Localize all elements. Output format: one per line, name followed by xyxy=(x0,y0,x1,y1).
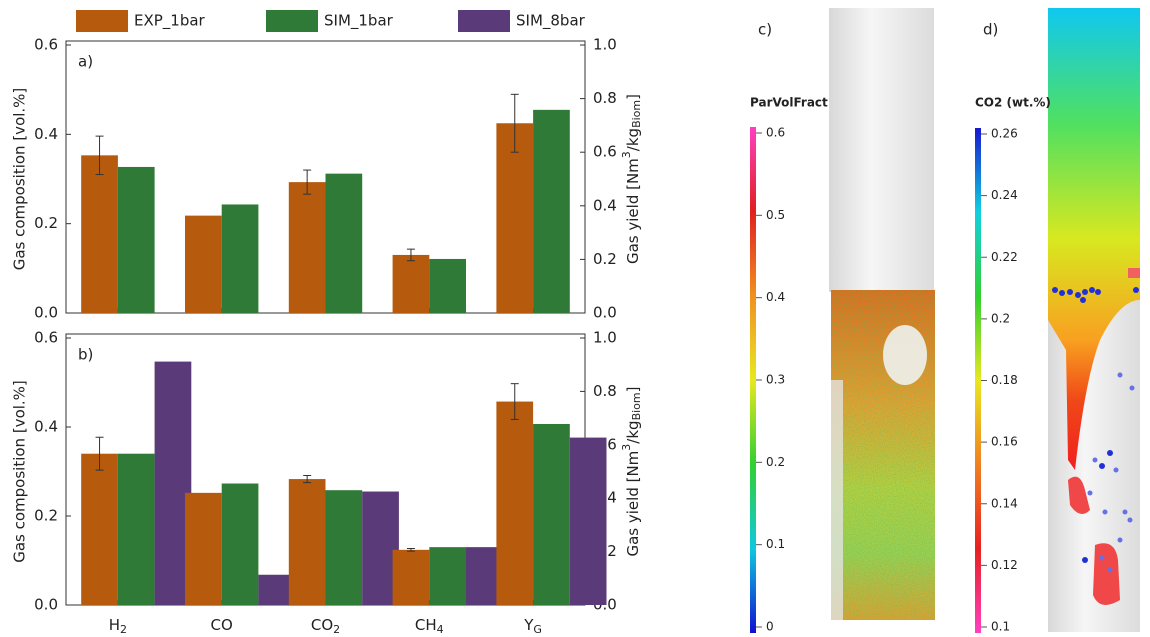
y-tick-label: 0.4 xyxy=(34,418,58,436)
bar xyxy=(393,550,430,605)
x-tick-label: CO xyxy=(211,616,233,634)
y2-tick-label: 0.6 xyxy=(593,143,617,161)
y2-tick-label: 1.0 xyxy=(593,36,617,54)
y2-tick-label: 0.0 xyxy=(593,304,617,322)
figure: a) 0.0 0.2 0.4 0.6 0.0 0.2 0.4 0.6 0.8 1.0 Gas comp… xyxy=(0,0,1150,637)
colorbar-tick-label: 0.26 xyxy=(991,127,1018,141)
y2-axis-label-part: 3 xyxy=(620,151,633,158)
y-tick-label: 0.6 xyxy=(34,36,58,54)
x-tick-label-main: CH xyxy=(415,616,437,634)
bar xyxy=(185,216,222,313)
bar xyxy=(326,490,363,605)
y-axis-label: Gas composition [vol.%] xyxy=(11,88,29,271)
y2-axis-label-part: Gas yield [Nm xyxy=(624,451,642,557)
y2-tick-label: 0.8 xyxy=(593,89,617,107)
colorbar-tick-label: 0.6 xyxy=(766,126,785,140)
bar xyxy=(429,259,466,313)
colorbar-tick-label: 0 xyxy=(766,620,774,634)
y2-axis-label-part: ] xyxy=(624,94,642,100)
colorbar-title: ParVolFract xyxy=(750,96,828,110)
bar xyxy=(185,493,222,605)
y2-axis-label-part: /kg xyxy=(624,128,642,151)
y2-tick-label: 0.8 xyxy=(593,382,617,400)
legend-swatch xyxy=(266,10,318,32)
reactor-d xyxy=(1048,8,1140,632)
bar xyxy=(533,110,570,313)
bar xyxy=(289,182,326,313)
y2-tick-label: 1.0 xyxy=(593,329,617,347)
y2-tick-label: 0.2 xyxy=(593,250,617,268)
bar xyxy=(429,547,466,605)
legend-swatch xyxy=(76,10,128,32)
panel-label: b) xyxy=(78,346,93,364)
bar xyxy=(326,174,363,313)
colorbar-tick-label: 0.1 xyxy=(766,537,785,551)
bar xyxy=(222,484,259,605)
legend-label: SIM_8bar xyxy=(516,12,586,31)
y-tick-label: 0.2 xyxy=(34,214,58,232)
colorbar xyxy=(975,128,981,633)
x-tick-label: CH4 xyxy=(415,616,444,637)
y2-axis-label-part: Biom xyxy=(630,100,643,128)
y2-axis-label-part: Biom xyxy=(630,392,643,420)
x-tick-label-main: CO xyxy=(211,616,233,634)
colorbar-title: CO2 (wt.%) xyxy=(975,96,1051,110)
colorbar-tick-label: 0.1 xyxy=(991,620,1010,634)
colorbar-tick-label: 0.14 xyxy=(991,496,1018,510)
colorbar-tick-label: 0.2 xyxy=(991,311,1010,325)
y2-axis-label-part: 3 xyxy=(620,444,633,451)
panel-label: c) xyxy=(758,21,772,39)
bar xyxy=(118,167,155,313)
bar xyxy=(222,204,259,313)
colorbar-tick-label: 0.18 xyxy=(991,373,1018,387)
x-tick-label-sub: 2 xyxy=(333,623,340,636)
y2-tick-label: 0.4 xyxy=(593,196,617,214)
x-tick-label: H2 xyxy=(109,616,127,637)
colorbar-tick-label: 0.5 xyxy=(766,208,785,222)
colorbar-tick-label: 0.16 xyxy=(991,435,1018,449)
y2-axis-label-part: Gas yield [Nm xyxy=(624,158,642,264)
y2-axis-label: Gas yield [Nm3/kgBiom] xyxy=(620,386,643,556)
bar xyxy=(496,402,533,605)
legend-label: SIM_1bar xyxy=(324,12,394,31)
x-tick-label: YG xyxy=(523,616,542,637)
reactor-c xyxy=(829,8,935,620)
panel-label: d) xyxy=(983,21,998,39)
x-tick-label-sub: 4 xyxy=(437,623,444,636)
bar xyxy=(118,454,155,605)
y2-axis-label-part: /kg xyxy=(624,420,642,443)
legend-label: EXP_1bar xyxy=(134,12,206,31)
colorbar-tick-label: 0.24 xyxy=(991,188,1018,202)
bar xyxy=(81,155,118,313)
colorbar-tick-label: 0.2 xyxy=(766,455,785,469)
y-axis-label: Gas composition [vol.%] xyxy=(11,380,29,563)
colorbar-tick-label: 0.22 xyxy=(991,250,1018,264)
bar xyxy=(289,479,326,605)
x-tick-label-sub: 2 xyxy=(120,623,127,636)
x-tick-label: CO2 xyxy=(311,616,340,637)
y2-axis-label: Gas yield [Nm3/kgBiom] xyxy=(620,94,643,264)
y-tick-label: 0.6 xyxy=(34,329,58,347)
colorbar xyxy=(750,127,756,633)
panel-label: a) xyxy=(78,53,93,71)
x-tick-label-main: CO xyxy=(311,616,333,634)
y-tick-label: 0.2 xyxy=(34,507,58,525)
legend-swatch xyxy=(458,10,510,32)
y-tick-label: 0.0 xyxy=(34,304,58,322)
x-tick-label-main: H xyxy=(109,616,120,634)
bar xyxy=(570,438,607,605)
y-tick-label: 0.4 xyxy=(34,125,58,143)
bar xyxy=(81,454,118,605)
y-tick-label: 0.0 xyxy=(34,596,58,614)
bar xyxy=(393,255,430,313)
colorbar-tick-label: 0.3 xyxy=(766,373,785,387)
colorbar-tick-label: 0.12 xyxy=(991,558,1018,572)
bar xyxy=(533,424,570,605)
colorbar-tick-label: 0.4 xyxy=(766,290,785,304)
x-tick-label-sub: G xyxy=(533,623,542,636)
y2-axis-label-part: ] xyxy=(624,386,642,392)
